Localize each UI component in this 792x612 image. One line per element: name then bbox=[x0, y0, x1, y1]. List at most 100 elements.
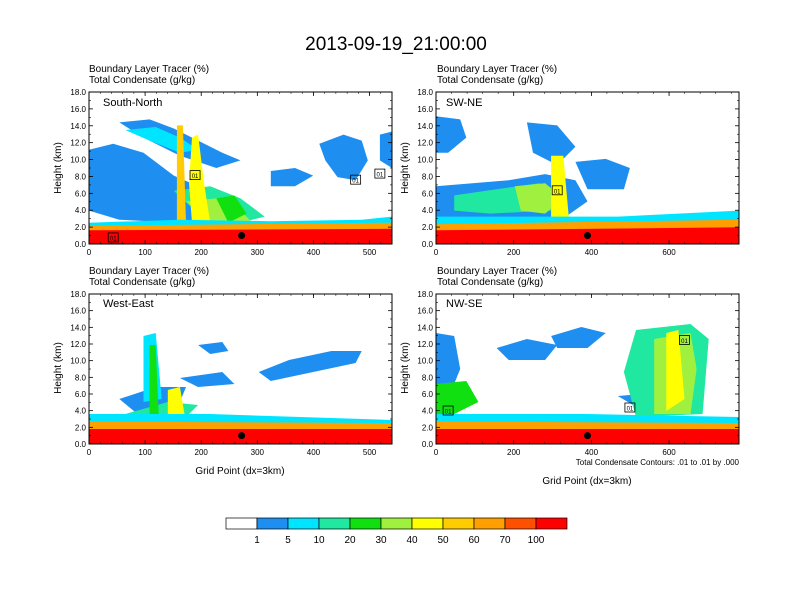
tracer-region bbox=[436, 381, 479, 414]
figure-title: 2013-09-19_21:00:00 bbox=[305, 34, 487, 55]
colorbar-swatch bbox=[442, 517, 475, 530]
x-tick-label: 0 bbox=[87, 448, 92, 457]
y-tick-label: 6.0 bbox=[75, 390, 87, 399]
panel-sw-ne: 01 0.0 2.0 4.0 6.0 8.0 10.0 12.0 14.0 16.0 18.0 0 20… bbox=[417, 88, 740, 257]
panel-label: NW-SE bbox=[446, 298, 482, 310]
contour-label: 01 bbox=[627, 407, 634, 413]
contour-label: 01 bbox=[377, 173, 384, 179]
subtitle-condensate: Total Condensate (g/kg) bbox=[437, 277, 543, 288]
y-tick-label: 16.0 bbox=[417, 307, 433, 316]
tracer-region bbox=[551, 327, 606, 348]
x-tick-label: 500 bbox=[363, 448, 377, 457]
y-tick-label: 0.0 bbox=[75, 440, 87, 449]
tracer-region bbox=[551, 155, 570, 223]
tracer-region bbox=[179, 372, 235, 387]
y-tick-label: 4.0 bbox=[422, 407, 434, 416]
y-tick-label: 14.0 bbox=[417, 122, 433, 131]
colorbar-swatch bbox=[287, 517, 320, 530]
tracer-region bbox=[149, 345, 159, 417]
y-tick-label: 10.0 bbox=[417, 357, 433, 366]
location-marker bbox=[238, 432, 246, 440]
colorbar-label: 30 bbox=[375, 535, 387, 546]
location-marker bbox=[584, 432, 591, 440]
tracer-region bbox=[270, 168, 314, 187]
y-tick-label: 16.0 bbox=[70, 105, 86, 114]
contour-label: 01 bbox=[352, 179, 359, 185]
contour-label-box bbox=[107, 232, 119, 243]
tracer-field bbox=[436, 324, 739, 444]
y-tick-label: 16.0 bbox=[70, 307, 86, 316]
y-axis-label: Height (km) bbox=[400, 342, 411, 394]
y-tick-label: 2.0 bbox=[75, 423, 87, 432]
y-tick-label: 4.0 bbox=[75, 206, 87, 215]
panel-west-east: 0.0 2.0 4.0 6.0 8.0 10.0 12.0 14.0 16.0 18.0 0 100 2… bbox=[70, 290, 393, 457]
y-tick-label: 18.0 bbox=[70, 290, 86, 299]
subtitle-tracer: Boundary Layer Tracer (%) bbox=[89, 64, 209, 75]
colorbar-swatch bbox=[380, 517, 413, 530]
y-tick-label: 18.0 bbox=[70, 88, 86, 97]
x-tick-label: 600 bbox=[662, 448, 676, 457]
subtitle-condensate: Total Condensate (g/kg) bbox=[89, 75, 195, 86]
x-tick-label: 400 bbox=[585, 248, 599, 257]
x-tick-label: 200 bbox=[195, 248, 209, 257]
tracer-region bbox=[496, 339, 558, 360]
subtitle-condensate: Total Condensate (g/kg) bbox=[437, 75, 543, 86]
colorbar-label: 50 bbox=[437, 535, 449, 546]
contour-note: Total Condensate Contours: .01 to .01 by… bbox=[576, 458, 740, 467]
colorbar-swatch bbox=[411, 517, 444, 530]
y-axis-label: Height (km) bbox=[400, 142, 411, 194]
colorbar-swatch bbox=[504, 517, 537, 530]
y-tick-label: 8.0 bbox=[422, 373, 434, 382]
subtitle-condensate: Total Condensate (g/kg) bbox=[89, 277, 195, 288]
contour-label-box bbox=[551, 185, 563, 196]
colorbar-swatch bbox=[473, 517, 506, 530]
y-tick-label: 18.0 bbox=[417, 88, 433, 97]
y-tick-label: 8.0 bbox=[75, 172, 87, 181]
colorbar-label: 40 bbox=[406, 535, 418, 546]
colorbar-swatch bbox=[349, 517, 382, 530]
y-tick-label: 2.0 bbox=[422, 223, 434, 232]
y-tick-label: 12.0 bbox=[417, 340, 433, 349]
y-tick-label: 8.0 bbox=[422, 172, 434, 181]
colorbar-label: 10 bbox=[313, 535, 325, 546]
y-tick-label: 14.0 bbox=[70, 122, 86, 131]
y-tick-label: 18.0 bbox=[417, 290, 433, 299]
contour-label: 01 bbox=[110, 236, 117, 242]
y-tick-label: 0.0 bbox=[75, 240, 87, 249]
colorbar: 1 5 10 20 30 40 50 60 70 100 bbox=[225, 517, 568, 546]
contour-label: 01 bbox=[681, 339, 688, 345]
y-tick-label: 4.0 bbox=[75, 407, 87, 416]
y-axis-label: Height (km) bbox=[53, 142, 64, 194]
y-tick-label: 10.0 bbox=[70, 156, 86, 165]
y-tick-label: 6.0 bbox=[422, 189, 434, 198]
tracer-field bbox=[436, 116, 739, 244]
colorbar-swatch bbox=[256, 517, 289, 530]
x-axis-label: Grid Point (dx=3km) bbox=[195, 466, 284, 477]
colorbar-label: 20 bbox=[344, 535, 356, 546]
panel-label: SW-NE bbox=[446, 97, 482, 109]
colorbar-swatch bbox=[318, 517, 351, 530]
contour-label-box bbox=[374, 168, 386, 179]
colorbar-swatch bbox=[535, 517, 568, 530]
contour-label: 01 bbox=[554, 189, 561, 195]
contour-label-box bbox=[189, 170, 201, 181]
y-tick-label: 14.0 bbox=[70, 323, 86, 332]
tracer-region bbox=[575, 158, 630, 190]
x-tick-label: 200 bbox=[507, 248, 521, 257]
y-axis-label: Height (km) bbox=[53, 342, 64, 394]
contour-label-box bbox=[442, 405, 454, 416]
colorbar-swatch bbox=[225, 517, 258, 530]
colorbar-label: 70 bbox=[499, 535, 511, 546]
tracer-region bbox=[198, 342, 229, 354]
contour-label: 01 bbox=[445, 410, 452, 416]
x-tick-label: 200 bbox=[507, 448, 521, 457]
colorbar-label: 60 bbox=[468, 535, 480, 546]
x-tick-label: 300 bbox=[251, 248, 265, 257]
y-tick-label: 0.0 bbox=[422, 440, 434, 449]
x-tick-label: 600 bbox=[662, 248, 676, 257]
colorbar-label: 100 bbox=[528, 535, 545, 546]
tracer-region bbox=[319, 134, 368, 181]
y-tick-label: 16.0 bbox=[417, 105, 433, 114]
y-tick-label: 6.0 bbox=[75, 189, 87, 198]
